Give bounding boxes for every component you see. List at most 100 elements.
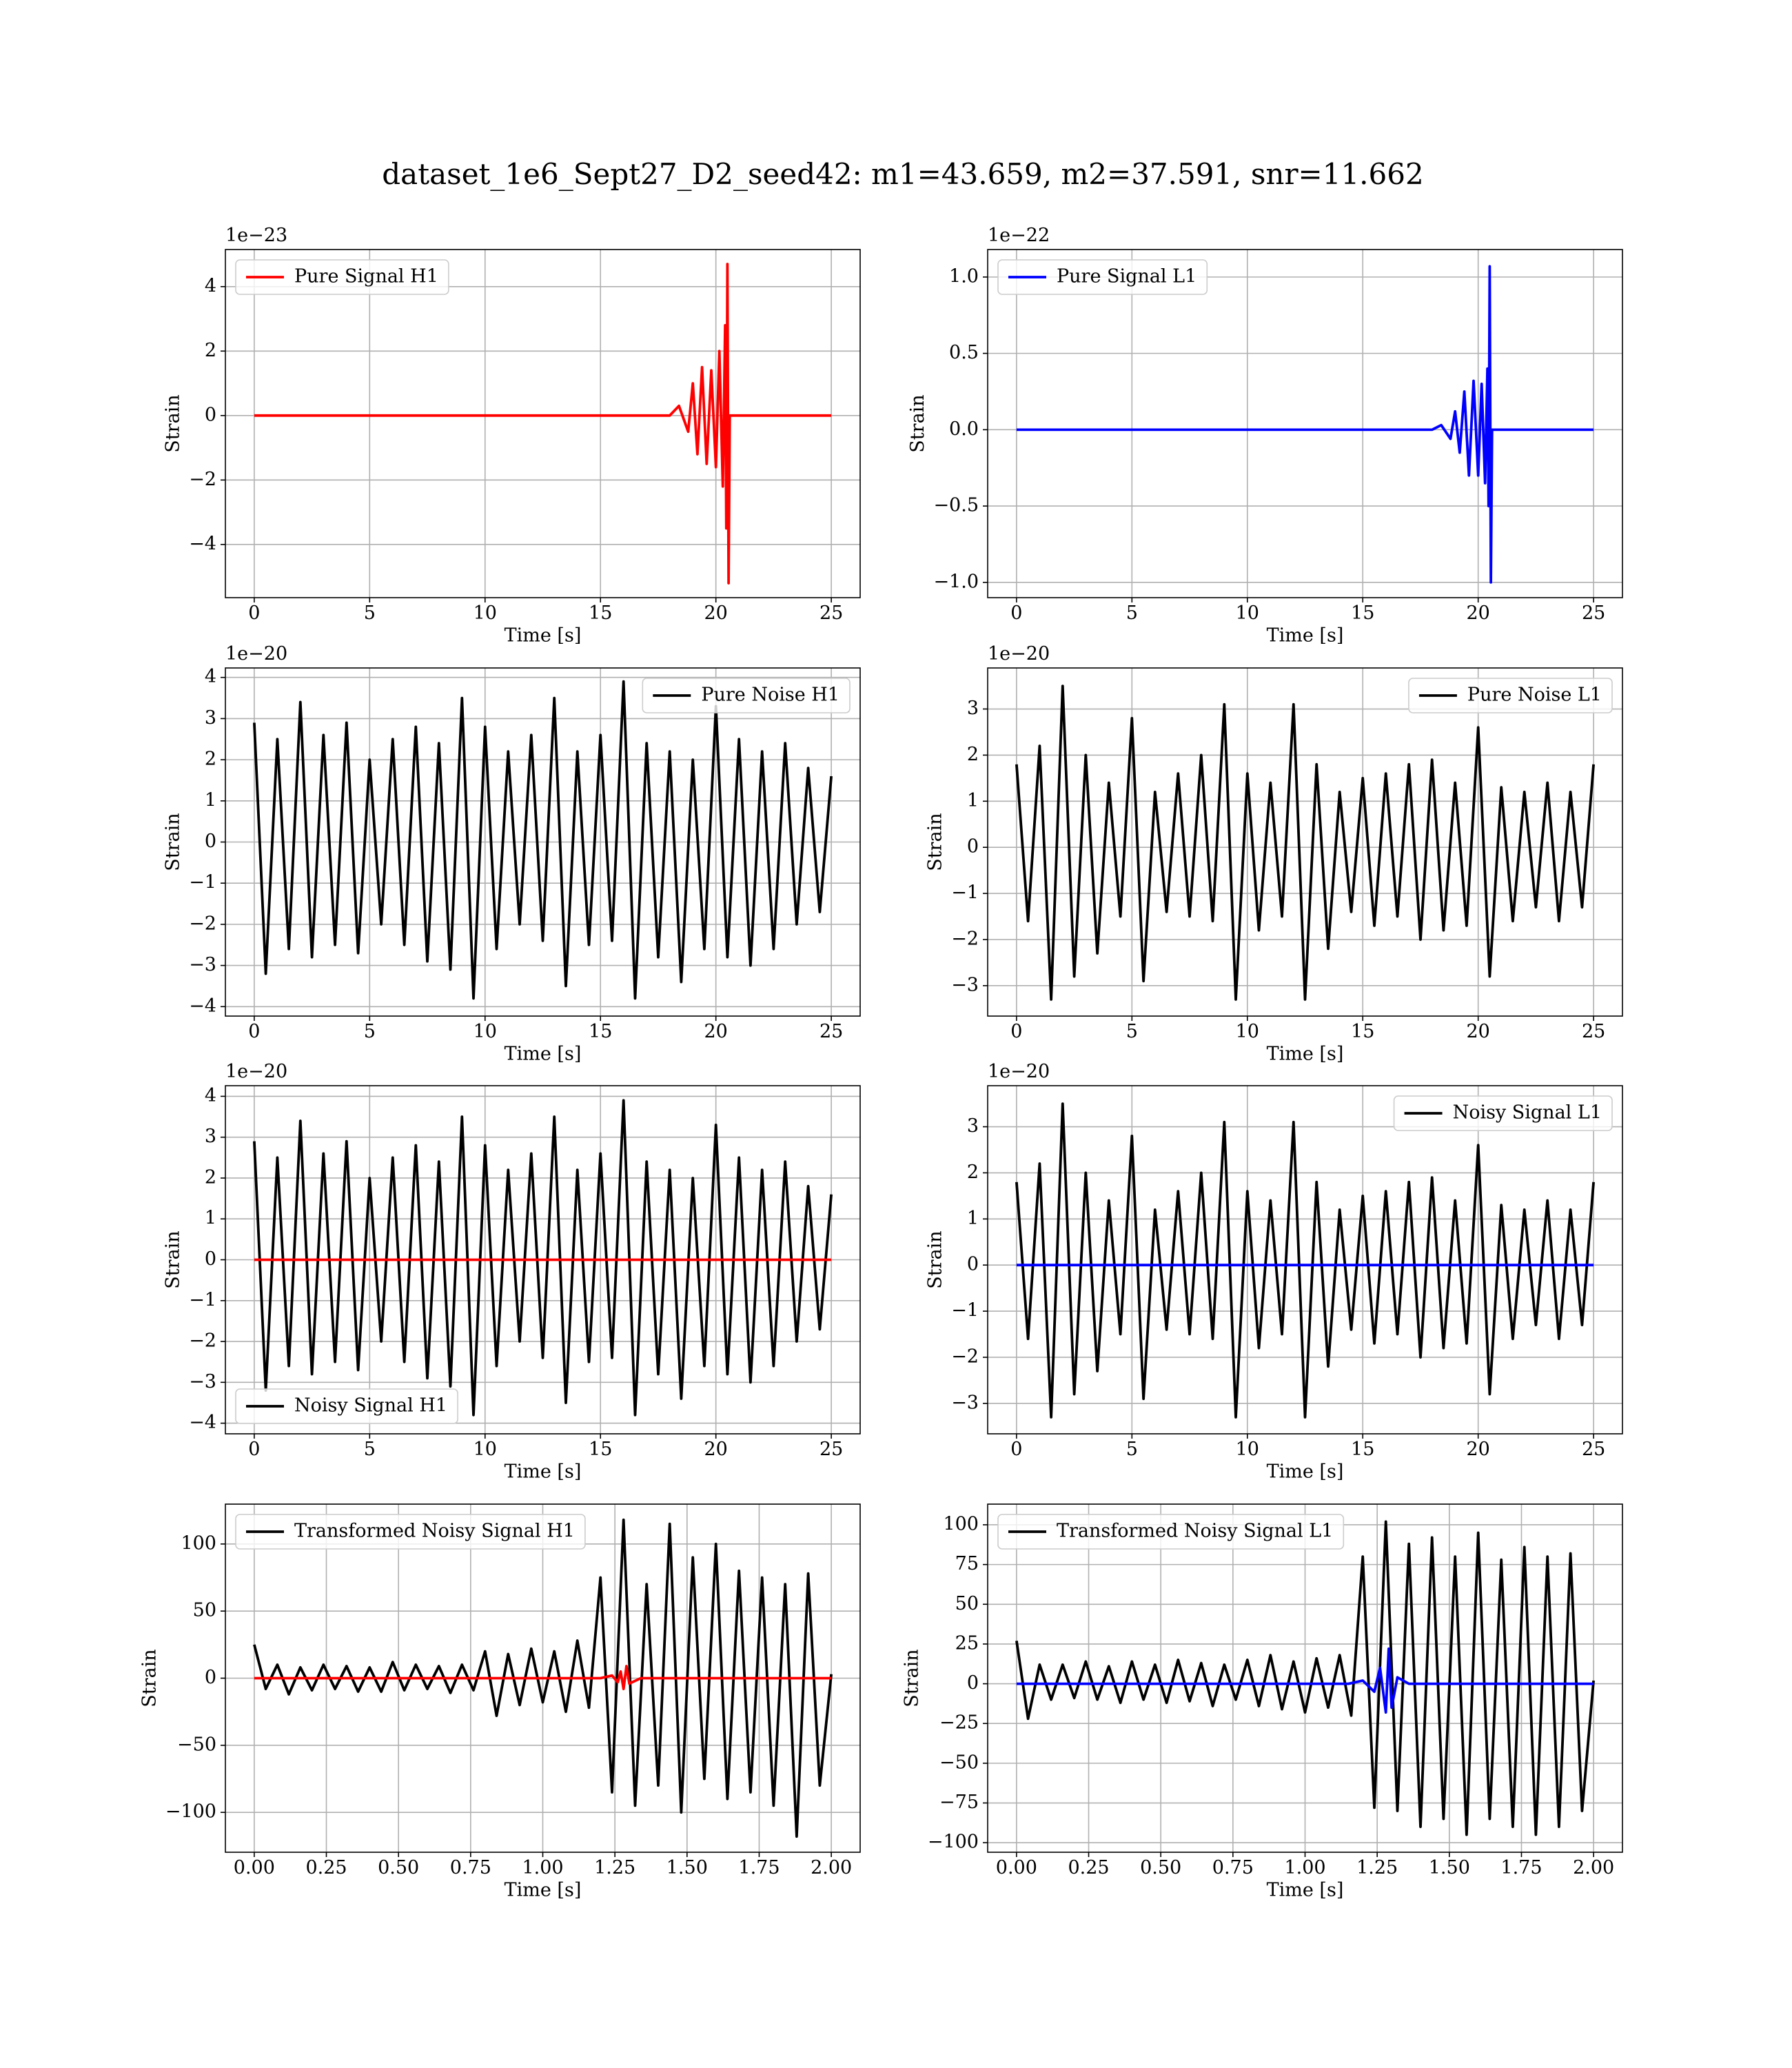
x-axis-label: Time [s]: [505, 1880, 582, 1901]
x-tick-label: 20: [1467, 1439, 1490, 1460]
x-tick-label: 0.75: [1212, 1857, 1254, 1878]
y-tick-label: −3: [951, 1392, 979, 1413]
x-axis-label: Time [s]: [505, 1461, 582, 1483]
plot-area: [1015, 1520, 1595, 1836]
x-tick-label: 5: [364, 1021, 376, 1042]
legend-box: [235, 1514, 586, 1550]
y-tick-label: 0.0: [949, 418, 979, 440]
plot-area: [1016, 265, 1594, 584]
y-tick-label: 0: [205, 1248, 216, 1270]
subplot: 0.00 0.25 0.50 0.75 1.00 1.25 1.50 1.75 2.00 −100…: [139, 1503, 861, 1901]
legend-label: Pure Signal L1: [1057, 266, 1197, 287]
x-tick-label: 0.00: [234, 1857, 275, 1878]
y-tick-label: −2: [189, 1330, 216, 1352]
y-axis-label: Strain: [901, 1649, 922, 1707]
y-tick-label: 75: [955, 1553, 979, 1574]
legend: Transformed Noisy Signal L1: [997, 1514, 1345, 1550]
y-tick-label: 3: [205, 1126, 216, 1147]
legend: Noisy Signal H1: [235, 1388, 458, 1424]
x-tick-label: 0.75: [450, 1857, 491, 1878]
y-tick-label: −50: [177, 1734, 216, 1755]
y-tick-label: −1: [189, 1289, 216, 1310]
x-tick-label: 15: [589, 602, 612, 624]
y-tick-label: 4: [205, 666, 216, 687]
x-tick-label: 15: [589, 1021, 612, 1042]
plot-area: [253, 1099, 833, 1417]
subplot: 0 5 10 15 20 25 −4 −3 −2 −1 0 1 2 3 4 Time [s] Strain 1e−…: [163, 1061, 861, 1483]
legend-box: [642, 678, 851, 713]
legend: Pure Noise L1: [1408, 678, 1613, 713]
axes-frame: [225, 1503, 861, 1853]
y-tick-label: 2: [967, 744, 979, 765]
x-tick-label: 5: [1126, 1439, 1138, 1460]
legend-label: Pure Noise H1: [701, 685, 839, 706]
y-tick-label: −2: [189, 913, 216, 934]
x-tick-label: 0.50: [378, 1857, 419, 1878]
x-tick-label: 20: [704, 1439, 728, 1460]
x-tick-label: 25: [1582, 1439, 1605, 1460]
offset-text: 1e−23: [225, 225, 287, 246]
x-tick-label: 1.00: [1284, 1857, 1325, 1878]
legend-label: Pure Noise L1: [1467, 685, 1602, 706]
x-tick-label: 15: [1351, 1439, 1374, 1460]
subplot: 0 5 10 15 20 25 −4 −2 0 2 4 Time [s] Strain 1e−23 Pure…: [163, 225, 861, 647]
plot-area: [253, 1518, 833, 1838]
y-tick-label: −3: [189, 1371, 216, 1392]
y-axis-label: Strain: [925, 1230, 946, 1288]
y-tick-label: 1: [967, 790, 979, 811]
y-tick-label: 50: [193, 1600, 216, 1621]
y-tick-label: −50: [939, 1752, 979, 1773]
y-tick-label: 0: [967, 1672, 979, 1694]
legend-box: [235, 1388, 458, 1424]
x-tick-label: 1.25: [594, 1857, 635, 1878]
y-tick-label: −3: [189, 954, 216, 975]
x-tick-label: 10: [1236, 602, 1259, 624]
y-tick-label: 0.5: [949, 342, 979, 363]
y-tick-label: 0: [205, 1667, 216, 1688]
axes-frame: [987, 667, 1623, 1017]
signal-line: [1015, 1520, 1595, 1836]
x-tick-label: 20: [1467, 602, 1490, 624]
y-axis-label: Strain: [163, 813, 184, 871]
y-tick-label: −100: [165, 1801, 216, 1823]
legend: Noisy Signal L1: [1393, 1095, 1613, 1131]
offset-text: 1e−20: [225, 1061, 287, 1082]
y-tick-label: 4: [205, 1085, 216, 1106]
y-tick-label: 1: [205, 1208, 216, 1229]
x-tick-label: 10: [474, 1439, 497, 1460]
legend: Pure Signal L1: [997, 259, 1208, 295]
offset-text: 1e−20: [225, 643, 287, 665]
y-tick-label: 0: [205, 831, 216, 852]
y-tick-label: −1: [951, 1300, 979, 1321]
x-tick-label: 20: [704, 1021, 728, 1042]
subplot: 0.00 0.25 0.50 0.75 1.00 1.25 1.50 1.75 2.00 −100…: [901, 1503, 1623, 1901]
y-tick-label: −1.0: [933, 571, 979, 592]
x-tick-label: 1.75: [738, 1857, 780, 1878]
signal-line: [254, 263, 832, 585]
axes-frame: [987, 1503, 1623, 1853]
y-tick-label: 2: [205, 340, 216, 361]
subplot: 0 5 10 15 20 25 −3 −2 −1 0 1 2 3 Time [s] Strain 1e−20 N…: [925, 1061, 1623, 1483]
plot-area: [1015, 685, 1595, 1001]
plot-area: [1015, 1102, 1595, 1419]
y-axis-label: Strain: [907, 394, 928, 452]
x-tick-label: 20: [704, 602, 728, 624]
x-tick-label: 15: [1351, 1021, 1374, 1042]
signal-line: [253, 1518, 833, 1838]
y-tick-label: −1: [189, 872, 216, 893]
x-tick-label: 10: [474, 602, 497, 624]
x-tick-label: 10: [1236, 1021, 1259, 1042]
figure-title: dataset_1e6_Sept27_D2_seed42: m1=43.659,…: [382, 157, 1423, 191]
y-tick-label: −2: [951, 928, 979, 949]
x-tick-label: 10: [474, 1021, 497, 1042]
x-tick-label: 25: [1582, 1021, 1605, 1042]
x-tick-label: 0: [1010, 602, 1022, 624]
y-tick-label: 1.0: [949, 265, 979, 287]
x-tick-label: 0.00: [996, 1857, 1037, 1878]
y-tick-label: 2: [967, 1162, 979, 1183]
y-tick-label: 2: [205, 749, 216, 770]
x-tick-label: 5: [1126, 1021, 1138, 1042]
x-axis-label: Time [s]: [1267, 1880, 1344, 1901]
y-axis-label: Strain: [163, 394, 184, 452]
